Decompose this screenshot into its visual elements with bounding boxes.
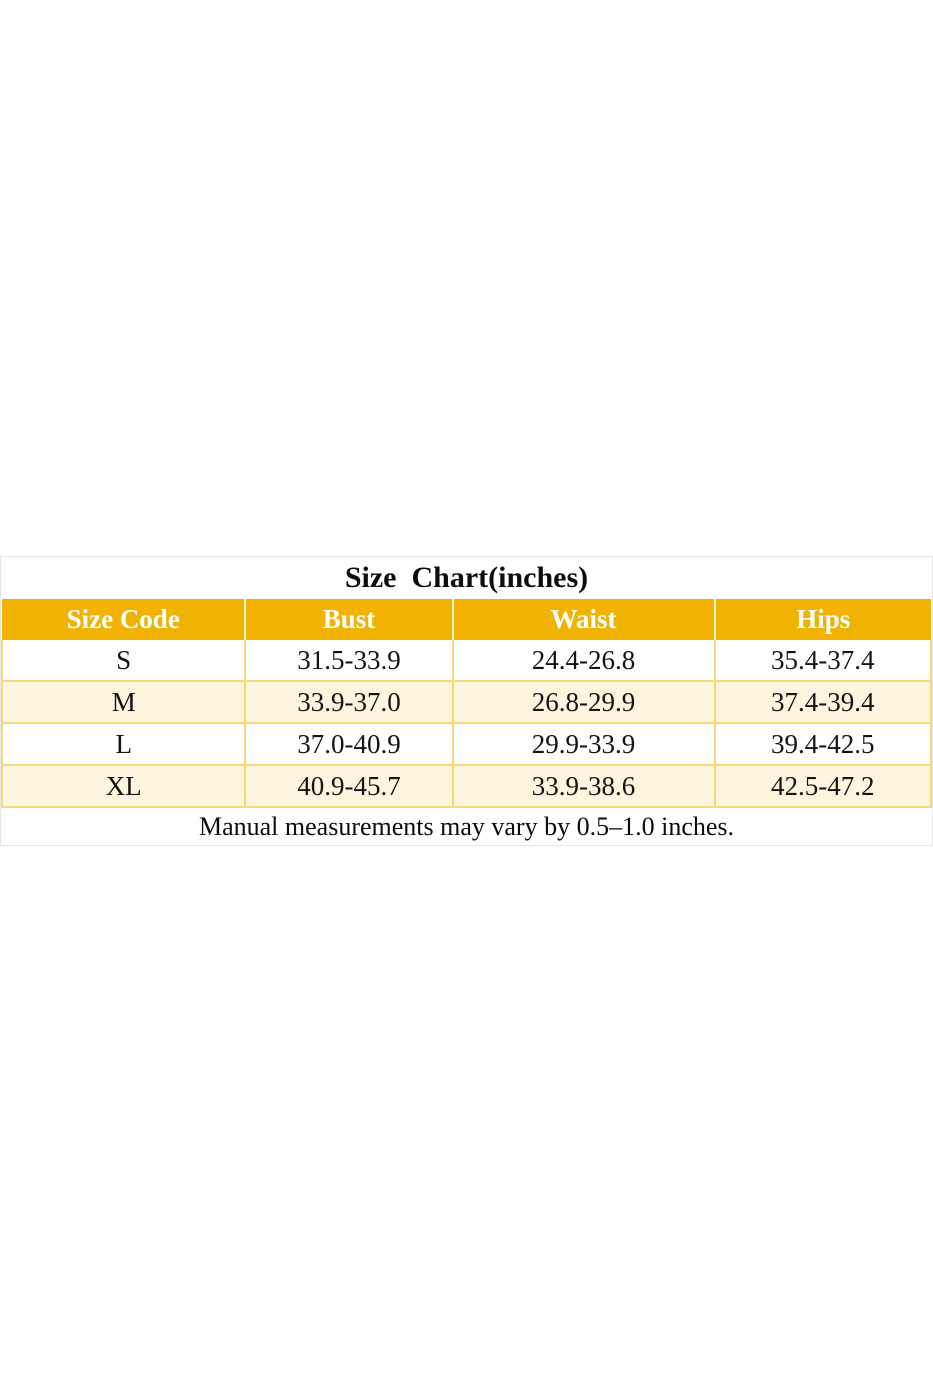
cell-size: L bbox=[0, 723, 247, 766]
cell-waist: 29.9-33.9 bbox=[451, 723, 716, 766]
header-row: Size Code Bust Waist Hips bbox=[2, 599, 931, 640]
cell-bust: 37.0-40.9 bbox=[244, 723, 454, 766]
table-row-m: M 33.9-37.0 26.8-29.9 37.4-39.4 bbox=[0, 681, 933, 724]
cell-size: S bbox=[0, 640, 247, 682]
footnote-text: Manual measurements may vary by 0.5–1.0 … bbox=[2, 806, 931, 845]
cell-bust: 31.5-33.9 bbox=[244, 640, 454, 682]
cell-hips: 42.5-47.2 bbox=[713, 765, 933, 808]
cell-waist: 24.4-26.8 bbox=[451, 640, 716, 682]
cell-size: XL bbox=[0, 765, 247, 808]
size-chart-title: Size Chart(inches) bbox=[1, 557, 932, 599]
table-row-l: L 37.0-40.9 29.9-33.9 39.4-42.5 bbox=[0, 723, 933, 766]
cell-hips: 39.4-42.5 bbox=[713, 723, 933, 766]
column-header-waist: Waist bbox=[451, 599, 715, 640]
cell-waist: 26.8-29.9 bbox=[451, 681, 716, 724]
column-header-size-code: Size Code bbox=[2, 599, 246, 640]
cell-hips: 37.4-39.4 bbox=[713, 681, 933, 724]
cell-bust: 33.9-37.0 bbox=[244, 681, 454, 724]
cell-bust: 40.9-45.7 bbox=[244, 765, 454, 808]
cell-waist: 33.9-38.6 bbox=[451, 765, 716, 808]
cell-hips: 35.4-37.4 bbox=[713, 640, 933, 682]
size-chart-table: Size Code Bust Waist Hips S 31.5-33.9 24… bbox=[0, 599, 933, 845]
size-chart-panel: Size Chart(inches) Size Code Bust Waist … bbox=[0, 556, 933, 846]
column-header-bust: Bust bbox=[244, 599, 453, 640]
table-row-xl: XL 40.9-45.7 33.9-38.6 42.5-47.2 bbox=[0, 765, 933, 808]
table-row-s: S 31.5-33.9 24.4-26.8 35.4-37.4 bbox=[0, 640, 933, 682]
column-header-hips: Hips bbox=[713, 599, 931, 640]
cell-size: M bbox=[0, 681, 247, 724]
footnote-row: Manual measurements may vary by 0.5–1.0 … bbox=[2, 806, 931, 845]
